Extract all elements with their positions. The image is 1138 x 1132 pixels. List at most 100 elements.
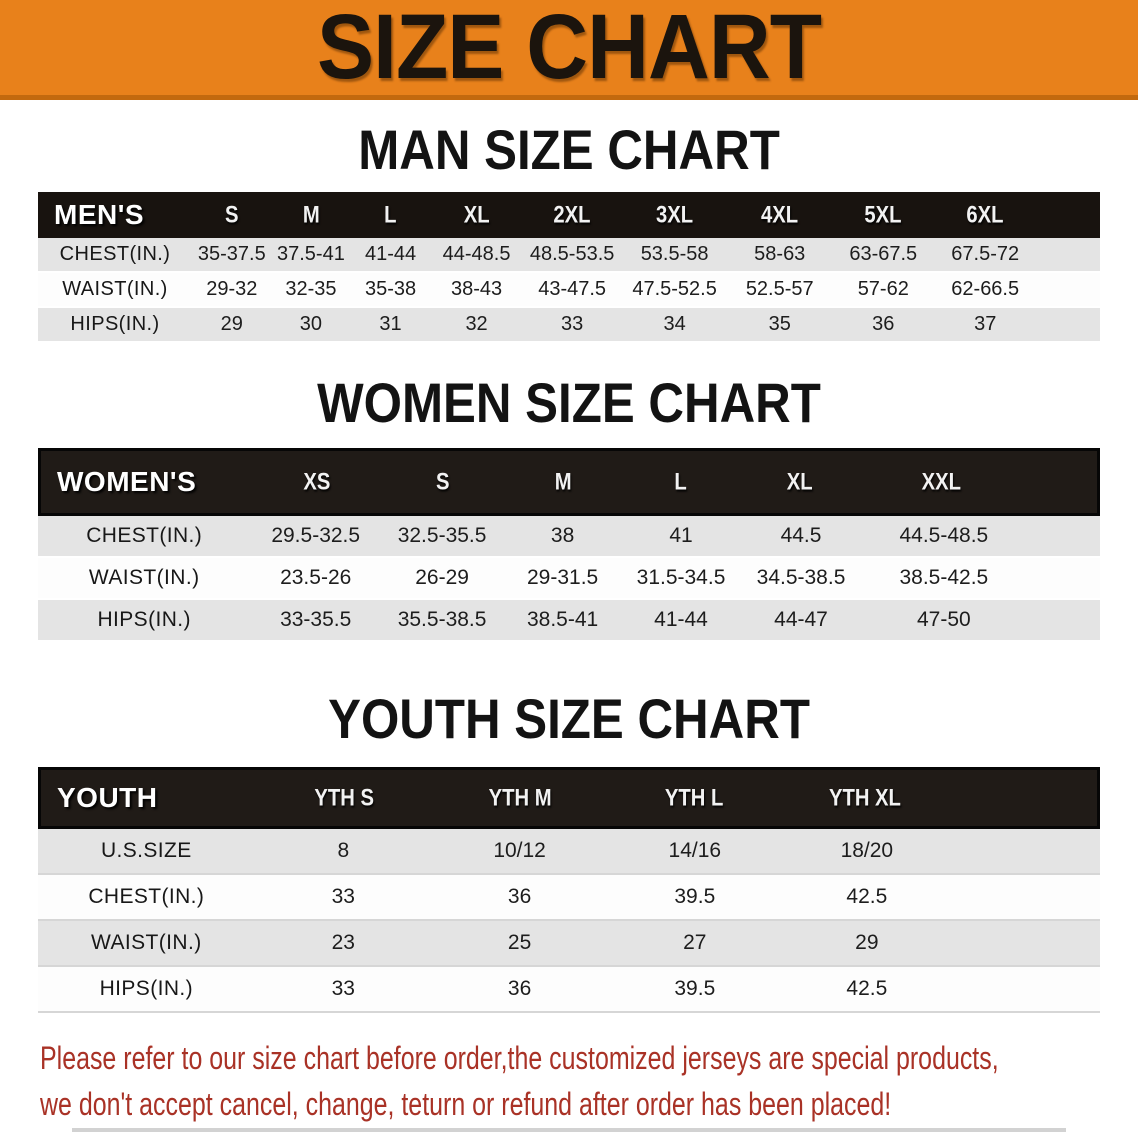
men-table-row: HIPS(IN.) 29 30 31 32 33 34 35 36 37 <box>38 308 1100 343</box>
youth-table-header: YOUTH YTH S YTH M YTH L YTH XL <box>38 767 1100 829</box>
cell-value: 38 <box>550 524 575 547</box>
cell-value: 23 <box>331 931 355 954</box>
women-header-label: WOMEN'S <box>57 466 197 497</box>
men-column-header: 5XL <box>864 200 902 228</box>
cell-value: 67.5-72 <box>951 243 1020 265</box>
women-table-row: WAIST(IN.) 23.5-26 26-29 29-31.5 31.5-34.5 34… <box>38 558 1100 600</box>
women-size-table: WOMEN'S XS S M L XL XXL CHEST(IN.) 29.5-32.5 32.5… <box>38 448 1100 642</box>
men-table-row: CHEST(IN.) 35-37.5 37.5-41 41-44 44-48.5 48.5… <box>38 238 1100 273</box>
women-column-header: XS <box>303 467 331 495</box>
youth-column-header: YTH L <box>664 783 724 811</box>
youth-table-row: CHEST(IN.) 33 36 39.5 42.5 <box>38 875 1100 921</box>
row-label: WAIST(IN.) <box>91 931 202 954</box>
cell-value: 35-38 <box>364 278 417 300</box>
women-table-row: HIPS(IN.) 33-35.5 35.5-38.5 38.5-41 41-44 44-… <box>38 600 1100 642</box>
cell-value: 33 <box>331 885 355 908</box>
row-label: CHEST(IN.) <box>59 243 171 265</box>
cell-value: 38-43 <box>450 278 503 300</box>
cell-value: 39.5 <box>674 885 716 908</box>
cell-value: 48.5-53.5 <box>529 243 615 265</box>
cell-value: 29.5-32.5 <box>271 524 361 547</box>
women-size-chart-title: WOMEN SIZE CHART <box>317 371 821 434</box>
cell-value: 33-35.5 <box>280 608 352 631</box>
youth-header-label: YOUTH <box>57 782 158 813</box>
man-size-chart-title: MAN SIZE CHART <box>358 118 780 181</box>
cell-value: 29 <box>855 931 879 954</box>
cell-value: 26-29 <box>415 566 469 589</box>
cell-value: 34 <box>663 313 686 335</box>
cell-value: 36 <box>872 313 895 335</box>
cell-value: 32-35 <box>285 278 337 300</box>
cell-value: 58-63 <box>754 243 806 265</box>
cell-value: 63-67.5 <box>849 243 918 265</box>
cell-value: 41-44 <box>364 243 417 265</box>
cell-value: 10/12 <box>493 839 546 862</box>
cell-value: 47.5-52.5 <box>632 278 717 300</box>
cell-value: 44-47 <box>774 608 828 631</box>
cell-value: 52.5-57 <box>745 278 814 300</box>
men-column-header: S <box>225 200 239 228</box>
cell-value: 38.5-42.5 <box>899 566 989 589</box>
cell-value: 27 <box>683 931 707 954</box>
cell-value: 35 <box>768 313 791 335</box>
women-table-row: CHEST(IN.) 29.5-32.5 32.5-35.5 38 41 44.5 44.5… <box>38 516 1100 558</box>
youth-column-header: YTH S <box>314 783 375 811</box>
cell-value: 31 <box>379 313 402 335</box>
cell-value: 37.5-41 <box>276 243 345 265</box>
row-label: U.S.SIZE <box>100 839 192 862</box>
men-column-header: M <box>302 200 320 228</box>
youth-size-table: YOUTH YTH S YTH M YTH L YTH XL U.S.SIZE 8 10/12… <box>38 767 1100 1013</box>
cell-value: 35.5-38.5 <box>397 608 487 631</box>
cell-value: 29-31.5 <box>526 566 599 589</box>
men-table-header: MEN'S S M L XL 2XL 3XL 4XL 5XL 6XL <box>38 192 1100 238</box>
men-column-header: 2XL <box>553 200 591 228</box>
row-label: HIPS(IN.) <box>99 977 194 1000</box>
women-table-header: WOMEN'S XS S M L XL XXL <box>38 448 1100 516</box>
cell-value: 44-48.5 <box>442 243 511 265</box>
cell-value: 62-66.5 <box>951 278 1020 300</box>
row-label: WAIST(IN.) <box>88 566 200 589</box>
cell-value: 42.5 <box>846 977 888 1000</box>
youth-table-row: HIPS(IN.) 33 36 39.5 42.5 <box>38 967 1100 1013</box>
cell-value: 38.5-41 <box>526 608 599 631</box>
cell-value: 30 <box>299 313 323 335</box>
men-header-label: MEN'S <box>54 199 145 230</box>
disclaimer: Please refer to our size chart before or… <box>40 1035 1138 1127</box>
cell-value: 29-32 <box>206 278 258 300</box>
cell-value: 43-47.5 <box>538 278 607 300</box>
cell-value: 33 <box>561 313 584 335</box>
cell-value: 23.5-26 <box>280 566 352 589</box>
cell-value: 25 <box>507 931 532 954</box>
women-column-header: L <box>674 467 687 495</box>
youth-size-chart-title: YOUTH SIZE CHART <box>328 687 810 750</box>
cell-value: 39.5 <box>674 977 716 1000</box>
cell-value: 32 <box>465 313 488 335</box>
youth-column-header: YTH M <box>488 783 552 811</box>
cell-value: 8 <box>337 839 350 862</box>
cell-value: 36 <box>507 977 532 1000</box>
disclaimer-line-2: we don't accept cancel, change, teturn o… <box>40 1086 892 1122</box>
men-table-row: WAIST(IN.) 29-32 32-35 35-38 38-43 43-47.5 47.… <box>38 273 1100 308</box>
women-column-header: XL <box>786 467 813 495</box>
banner-title: SIZE CHART <box>316 0 822 98</box>
cell-value: 36 <box>507 885 532 908</box>
cell-value: 44.5 <box>780 524 822 547</box>
cell-value: 29 <box>220 313 243 335</box>
row-label: CHEST(IN.) <box>86 524 203 547</box>
men-column-header: 3XL <box>656 200 694 228</box>
men-column-header: 4XL <box>761 200 799 228</box>
women-column-header: M <box>554 467 572 495</box>
cell-value: 35-37.5 <box>197 243 266 265</box>
men-column-header: L <box>384 200 397 228</box>
cell-value: 41 <box>669 524 693 547</box>
cell-value: 44.5-48.5 <box>899 524 989 547</box>
cell-value: 33 <box>331 977 355 1000</box>
men-size-table: MEN'S S M L XL 2XL 3XL 4XL 5XL 6XL CHEST(IN.) 35-37… <box>38 192 1100 343</box>
row-label: HIPS(IN.) <box>97 608 191 631</box>
bottom-edge-line <box>72 1128 1066 1132</box>
cell-value: 47-50 <box>916 608 971 631</box>
youth-table-row: WAIST(IN.) 23 25 27 29 <box>38 921 1100 967</box>
row-label: HIPS(IN.) <box>70 313 160 335</box>
women-column-header: XXL <box>922 467 962 495</box>
